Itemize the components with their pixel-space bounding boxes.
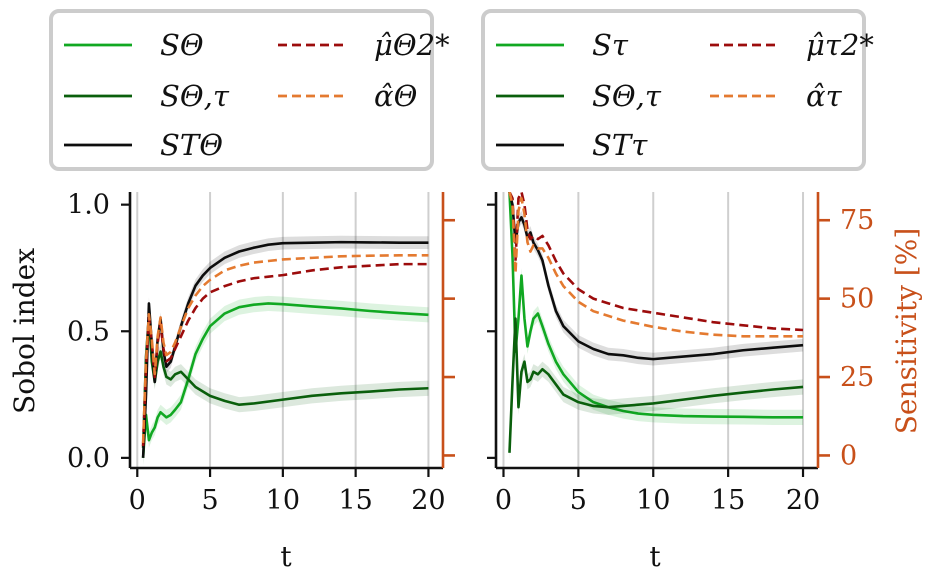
legend-label-α̂Θ: α̂Θ [374, 79, 418, 113]
right-x-axis-label: t [649, 540, 661, 573]
legend-label-SΘ: SΘ [160, 28, 204, 62]
legend-label-α̂τ: α̂τ [806, 79, 843, 113]
y-tick-label: 0.0 [67, 443, 110, 474]
legend-label-STΘ: STΘ [160, 128, 223, 162]
y-right-tick-label: 50 [840, 284, 874, 315]
x-tick-label: 5 [570, 485, 587, 516]
left-x-axis-label: t [280, 540, 292, 573]
y-right-tick-label: 75 [840, 205, 874, 236]
band-STΘ [143, 235, 429, 465]
left-y-axis-label: Sobol index [8, 248, 41, 414]
series-line-Sτ [508, 192, 804, 419]
series-group [141, 235, 429, 466]
series-line-α̂Θ [141, 254, 429, 443]
right-y-axis-label: Sensitivity [%] [890, 228, 923, 435]
x-tick-label: 20 [411, 485, 445, 516]
band-STτ [509, 192, 804, 366]
legend-left [49, 9, 434, 171]
y-right-tick-label: 25 [840, 362, 874, 393]
series-line-α̂τ [508, 192, 804, 338]
legend-left-items: SΘ SΘ,τ STΘ μ̂Θ2* α̂Θ [64, 28, 450, 162]
legend-label-STτ: STτ [592, 128, 648, 162]
series-line-STτ [508, 192, 804, 361]
plots: 0 5 10 15 20 0.0 0.5 1.0 0 5 10 15 20 0 25 50 75 [67, 190, 874, 516]
series-line-μ̂τ2* [508, 192, 804, 332]
legend-right-items: Sτ SΘ,τ STτ μ̂τ2* α̂τ [496, 28, 874, 162]
legend-label-Sτ: Sτ [592, 28, 629, 62]
series-line-SΘ [141, 302, 429, 458]
legend-label-μ̂Θ2*: μ̂Θ2* [374, 28, 450, 62]
legend-label-SΘ,τ: SΘ,τ [592, 79, 662, 113]
y-right-tick-label: 0 [840, 440, 857, 471]
panel-right: 0 5 10 15 20 0 25 50 75 [487, 192, 874, 516]
x-tick-label: 10 [266, 485, 300, 516]
y-tick-label: 1.0 [67, 190, 110, 221]
legend-right-frame [481, 9, 866, 171]
series-line-μ̂Θ2* [141, 262, 429, 447]
x-tick-label: 10 [636, 485, 670, 516]
series-line-SΘ,τ [508, 317, 804, 453]
legend-left-frame [49, 9, 434, 171]
panel-left: 0 5 10 15 20 0.0 0.5 1.0 [67, 190, 455, 516]
x-tick-label: 0 [495, 485, 512, 516]
legend-label-SΘ,τ: SΘ,τ [160, 79, 230, 113]
y-tick-label: 0.5 [67, 316, 110, 347]
series-group [508, 192, 804, 461]
x-tick-label: 0 [129, 485, 146, 516]
x-tick-label: 20 [786, 485, 820, 516]
band-SΘ,τ [143, 308, 429, 456]
x-tick-label: 5 [201, 485, 218, 516]
x-tick-label: 15 [711, 485, 745, 516]
legend-right [481, 9, 866, 171]
legend-label-μ̂τ2*: μ̂τ2* [806, 28, 874, 62]
x-tick-label: 15 [338, 485, 372, 516]
band-SΘ,τ [509, 311, 804, 461]
